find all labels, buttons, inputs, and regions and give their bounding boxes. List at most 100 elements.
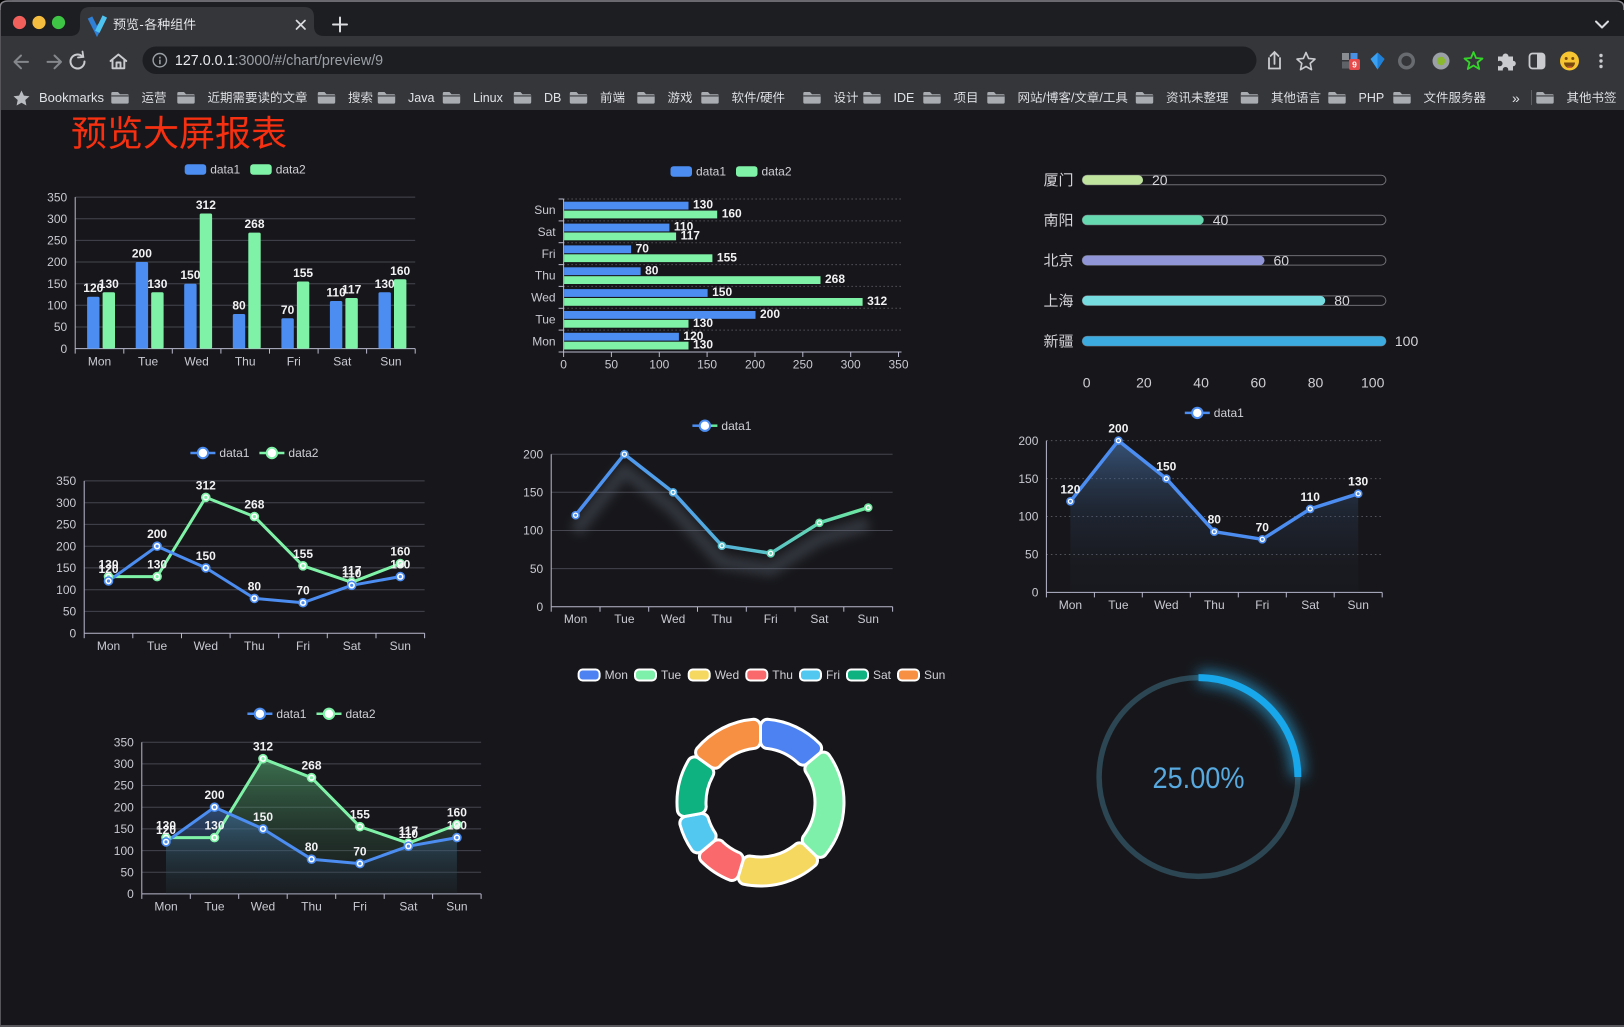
svg-text:0: 0 <box>1032 586 1039 600</box>
svg-text:Wed: Wed <box>531 291 555 305</box>
svg-text:/: / <box>1071 91 1075 105</box>
svg-text:Sat: Sat <box>399 900 418 914</box>
svg-text:Sat: Sat <box>873 668 892 682</box>
svg-text:Thu: Thu <box>712 612 733 626</box>
svg-text:Sat: Sat <box>333 355 352 369</box>
svg-text:60: 60 <box>1274 252 1290 268</box>
svg-text:-: - <box>139 17 143 32</box>
svg-text:200: 200 <box>56 539 76 553</box>
svg-text:150: 150 <box>196 549 216 563</box>
svg-text:data1: data1 <box>210 163 240 177</box>
svg-text:Java: Java <box>408 91 434 105</box>
svg-text:80: 80 <box>232 299 246 313</box>
svg-text:70: 70 <box>353 845 367 859</box>
svg-text:data1: data1 <box>219 446 249 460</box>
svg-text:Sun: Sun <box>446 900 467 914</box>
svg-text:Tue: Tue <box>535 312 556 326</box>
svg-text:110: 110 <box>326 286 346 300</box>
svg-text:Fri: Fri <box>287 355 301 369</box>
svg-text:Thu: Thu <box>1204 598 1225 612</box>
svg-text:150: 150 <box>253 810 273 824</box>
svg-text:60: 60 <box>1251 375 1267 391</box>
svg-text:/: / <box>757 91 761 105</box>
svg-text:Fri: Fri <box>826 668 840 682</box>
svg-text:130: 130 <box>693 198 713 212</box>
svg-text:130: 130 <box>390 558 410 572</box>
svg-text:Linux: Linux <box>473 91 504 105</box>
svg-text:Wed: Wed <box>1154 598 1178 612</box>
svg-text:250: 250 <box>793 358 813 372</box>
svg-text:0: 0 <box>537 600 544 614</box>
svg-text:150: 150 <box>712 285 732 299</box>
svg-text:Wed: Wed <box>661 612 685 626</box>
svg-text:80: 80 <box>305 840 319 854</box>
svg-text:Tue: Tue <box>147 639 168 653</box>
svg-text:Mon: Mon <box>97 639 120 653</box>
svg-text:130: 130 <box>98 558 118 572</box>
svg-text:120: 120 <box>156 823 176 837</box>
svg-text:130: 130 <box>1348 475 1368 489</box>
svg-text:250: 250 <box>56 518 76 532</box>
svg-text:Sat: Sat <box>343 639 362 653</box>
svg-text:160: 160 <box>447 806 467 820</box>
svg-text:350: 350 <box>114 735 134 749</box>
svg-text:Tue: Tue <box>138 355 159 369</box>
svg-text:200: 200 <box>1018 434 1038 448</box>
svg-text:Wed: Wed <box>184 355 208 369</box>
svg-text:200: 200 <box>204 788 224 802</box>
svg-text:130: 130 <box>147 277 167 291</box>
svg-text:120: 120 <box>683 329 703 343</box>
svg-text:Tue: Tue <box>1108 598 1129 612</box>
svg-text:300: 300 <box>56 496 76 510</box>
svg-text:Tue: Tue <box>204 900 225 914</box>
svg-text:Sat: Sat <box>810 612 829 626</box>
svg-text:Sun: Sun <box>858 612 879 626</box>
svg-text:130: 130 <box>375 277 395 291</box>
svg-text:200: 200 <box>1108 422 1128 436</box>
svg-text:110: 110 <box>674 220 694 234</box>
svg-text:100: 100 <box>47 299 67 313</box>
svg-text:Wed: Wed <box>715 668 739 682</box>
svg-text:Thu: Thu <box>772 668 793 682</box>
svg-text:117: 117 <box>399 824 419 838</box>
svg-text:Thu: Thu <box>301 900 322 914</box>
svg-text:150: 150 <box>1156 460 1176 474</box>
svg-text:200: 200 <box>114 800 134 814</box>
svg-text:117: 117 <box>342 563 362 577</box>
svg-text:110: 110 <box>1301 490 1321 504</box>
svg-text:0: 0 <box>127 887 134 901</box>
svg-text:250: 250 <box>47 234 67 248</box>
svg-text:data2: data2 <box>762 165 792 179</box>
svg-text:IDE: IDE <box>894 91 915 105</box>
svg-text:100: 100 <box>56 583 76 597</box>
svg-text:Mon: Mon <box>605 668 628 682</box>
svg-text:110: 110 <box>399 827 419 841</box>
svg-text:data1: data1 <box>1214 406 1244 420</box>
svg-text:155: 155 <box>293 547 313 561</box>
svg-text:130: 130 <box>156 819 176 833</box>
svg-text:Sat: Sat <box>1301 598 1320 612</box>
svg-text:Sun: Sun <box>380 355 401 369</box>
svg-text:127.0.0.1: 127.0.0.1 <box>175 53 235 69</box>
svg-text:50: 50 <box>1025 548 1039 562</box>
svg-text:160: 160 <box>390 264 410 278</box>
svg-text:130: 130 <box>693 316 713 330</box>
svg-text:Thu: Thu <box>535 269 556 283</box>
svg-text:80: 80 <box>1208 513 1222 527</box>
svg-text:data2: data2 <box>276 163 306 177</box>
svg-text:160: 160 <box>722 207 742 221</box>
svg-text:40: 40 <box>1213 212 1229 228</box>
svg-text:200: 200 <box>745 358 765 372</box>
svg-text::3000/#/chart/preview/9: :3000/#/chart/preview/9 <box>235 53 384 69</box>
svg-text:268: 268 <box>825 272 845 286</box>
svg-text:110: 110 <box>342 566 362 580</box>
svg-text:data1: data1 <box>276 707 306 721</box>
svg-text:120: 120 <box>98 562 118 576</box>
svg-text:200: 200 <box>47 255 67 269</box>
svg-text:Sun: Sun <box>534 203 555 217</box>
svg-text:155: 155 <box>717 250 737 264</box>
svg-text:20: 20 <box>1136 375 1152 391</box>
svg-text:117: 117 <box>681 229 701 243</box>
svg-text:150: 150 <box>1018 472 1038 486</box>
svg-text:268: 268 <box>301 759 321 773</box>
